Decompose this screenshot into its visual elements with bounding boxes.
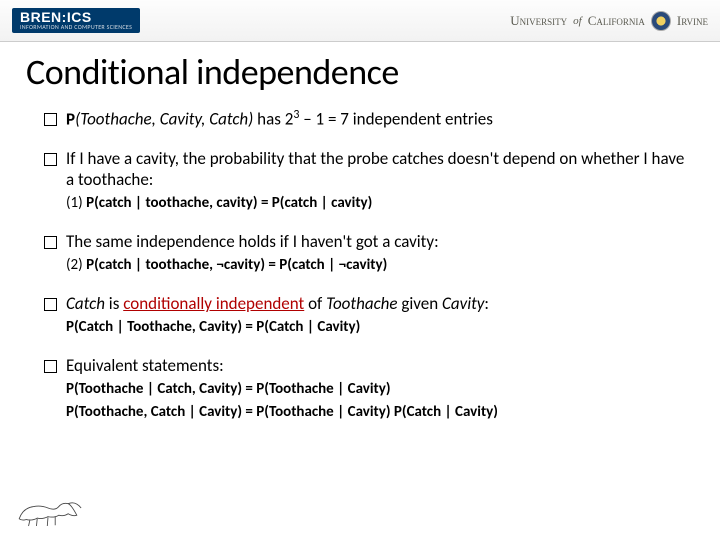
b4-catch: Catch (66, 293, 105, 314)
b4-mid1: is (105, 293, 123, 314)
b2-subline: (1) P(catch | toothache, cavity) = P(cat… (66, 194, 694, 213)
anteater-mascot-icon (12, 486, 84, 530)
b4-formula: P(Catch | Toothache, Cavity) = P(Catch |… (66, 318, 694, 337)
logo-sub-text: INFORMATION AND COMPUTER SCIENCES (20, 24, 132, 31)
b3-subline: (2) P(catch | toothache, ¬cavity) = P(ca… (66, 256, 694, 275)
b2-text: If I have a cavity, the probability that… (66, 148, 684, 190)
b2-num: (1) (66, 194, 86, 212)
b4-mid3: given (398, 293, 443, 314)
logo-main-text: BREN:ICS (20, 10, 132, 24)
uci-seal-icon (651, 11, 671, 31)
bullet-4: Catch is conditionally independent of To… (44, 293, 694, 337)
b4-mid2: of (304, 293, 326, 314)
b5-text: Equivalent statements: (66, 355, 224, 376)
b3-text: The same independence holds if I haven't… (66, 231, 439, 252)
b4-toothache: Toothache (326, 293, 397, 314)
b5-formula-1: P(Toothache | Catch, Cavity) = P(Toothac… (66, 380, 694, 399)
bullet-3: The same independence holds if I haven't… (44, 231, 694, 275)
uci-word-of: of (573, 15, 582, 27)
b1-tail: – 1 = 7 independent entries (299, 109, 493, 130)
slide-title: Conditional independence (26, 50, 694, 94)
b1-mid: has 2 (253, 109, 293, 130)
b4-tail: : (484, 293, 489, 314)
uci-logo: University of California Irvine (510, 11, 708, 31)
slide-body: Conditional independence P(Toothache, Ca… (0, 42, 720, 422)
b4-cavity: Cavity (442, 293, 484, 314)
bullet-1: P(Toothache, Cavity, Catch) has 23 – 1 =… (44, 108, 694, 130)
bullet-5: Equivalent statements: P(Toothache | Cat… (44, 355, 694, 422)
bullet-2: If I have a cavity, the probability that… (44, 148, 694, 213)
slide-header: BREN:ICS INFORMATION AND COMPUTER SCIENC… (0, 0, 720, 42)
uci-word-california: California (588, 13, 645, 29)
bullet-list: P(Toothache, Cavity, Catch) has 23 – 1 =… (26, 108, 694, 422)
uci-word-university: University (510, 13, 567, 29)
b3-num: (2) (66, 256, 86, 274)
b5-formula-2: P(Toothache, Catch | Cavity) = P(Toothac… (66, 403, 694, 422)
b3-formula: P(catch | toothache, ¬cavity) = P(catch … (86, 256, 387, 274)
b1-p: P (66, 109, 75, 130)
b2-formula: P(catch | toothache, cavity) = P(catch |… (86, 194, 372, 212)
uci-word-irvine: Irvine (677, 13, 708, 29)
b4-ci-phrase: conditionally independent (123, 293, 304, 314)
bren-ics-logo: BREN:ICS INFORMATION AND COMPUTER SCIENC… (12, 8, 140, 33)
b1-args: (Toothache, Cavity, Catch) (75, 109, 253, 130)
